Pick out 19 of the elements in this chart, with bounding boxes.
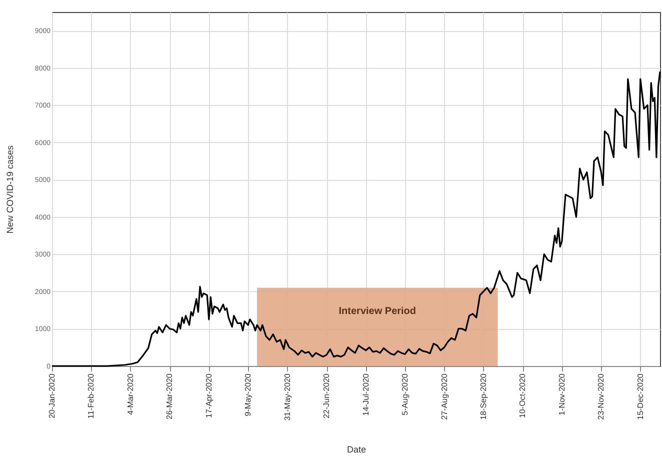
x-tick-label: 27-Aug-2020 [440, 372, 449, 420]
series-label: Interview Period [338, 306, 416, 318]
x-tick-label: 1-Nov-2020 [557, 372, 566, 416]
x-tick-label: 22-Jun-2020 [322, 372, 332, 418]
x-tick-label: 26-Mar-2020 [165, 372, 174, 420]
x-tick-label: 31-May-2020 [282, 372, 292, 421]
x-tick-label: 11-Feb-2020 [86, 372, 96, 419]
x-tick-label: 23-Nov-2020 [596, 372, 606, 420]
x-tick-label: 15-Dec-2020 [636, 372, 645, 420]
y-axis-title: New COVID-19 cases [4, 144, 15, 234]
x-axis-title: Date [346, 444, 366, 455]
x-tick-label: 17-Apr-2020 [204, 372, 214, 418]
x-tick-label: 20-Jan-2020 [48, 372, 56, 418]
x-tick-label: 14-Jul-2020 [361, 372, 370, 416]
x-tick-label: 10-Oct-2020 [518, 372, 528, 418]
x-tick-label: 5-Aug-2020 [400, 372, 410, 416]
x-tick-label: 9-May-2020 [244, 372, 253, 416]
x-tick-label: 4-Mar-2020 [126, 372, 135, 415]
x-tick-label: 18-Sep-2020 [478, 372, 488, 420]
